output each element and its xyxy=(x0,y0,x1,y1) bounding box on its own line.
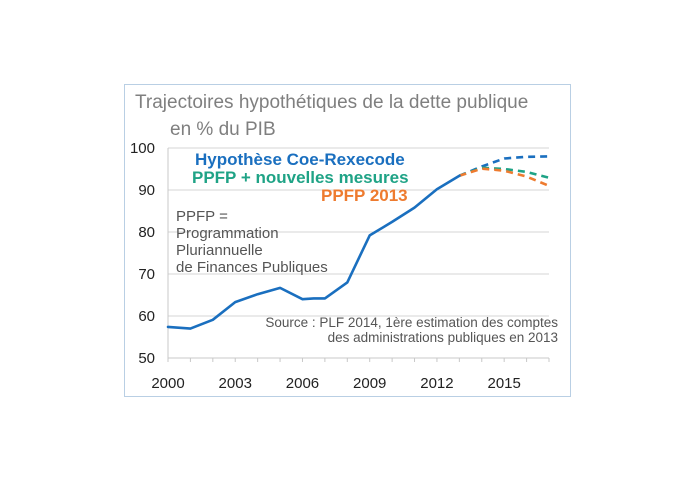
ppfp-note: PPFP = Programmation Pluriannuelle de Fi… xyxy=(176,208,328,276)
series-line-coe-rexecode xyxy=(458,155,550,177)
y-tick-label: 90 xyxy=(138,182,155,199)
series-line-ppfp-2013 xyxy=(459,167,550,188)
x-tick-label: 2003 xyxy=(219,375,252,392)
legend-ppfp-2013: PPFP 2013 xyxy=(321,186,408,205)
chart-frame xyxy=(124,84,571,397)
y-tick-label: 50 xyxy=(138,350,155,367)
y-tick-label: 60 xyxy=(138,308,155,325)
chart-title: Trajectoires hypothétiques de la dette p… xyxy=(135,92,529,113)
note-line: de Finances Publiques xyxy=(176,259,328,276)
x-tick-label: 2012 xyxy=(420,375,453,392)
series-line-historical xyxy=(166,174,461,330)
source-note: Source : PLF 2014, 1ère estimation des c… xyxy=(240,315,558,345)
legend-coe-rexecode: Hypothèse Coe-Rexecode xyxy=(195,150,405,169)
x-tick-label: 2006 xyxy=(286,375,319,392)
source-line: des administrations publiques en 2013 xyxy=(327,330,558,345)
y-tick-label: 70 xyxy=(138,266,155,283)
note-line: PPFP = xyxy=(176,208,228,225)
y-tick-label: 80 xyxy=(138,224,155,241)
x-tick-label: 2009 xyxy=(353,375,386,392)
note-line: Programmation xyxy=(176,225,279,242)
chart-subtitle: en % du PIB xyxy=(170,119,276,140)
source-line: Source : PLF 2014, 1ère estimation des c… xyxy=(265,315,558,330)
note-line: Pluriannuelle xyxy=(176,242,263,259)
x-tick-label: 2015 xyxy=(487,375,520,392)
x-tick-label: 2000 xyxy=(151,375,184,392)
legend-ppfp-nouvelles-mesures: PPFP + nouvelles mesures xyxy=(192,168,409,187)
y-tick-label: 100 xyxy=(130,140,155,157)
